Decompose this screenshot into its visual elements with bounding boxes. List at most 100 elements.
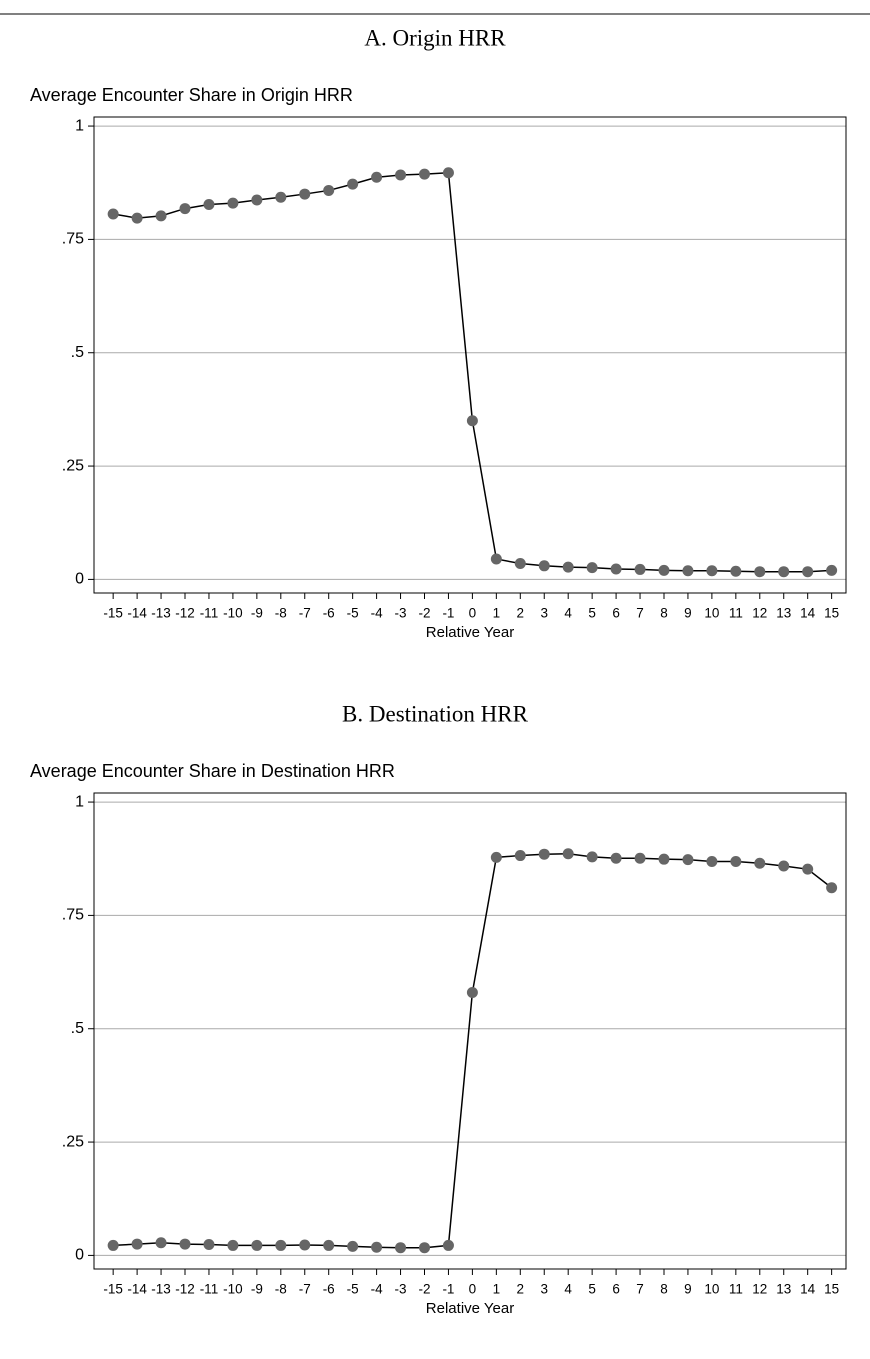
x-tick-label: -3 [395,1282,407,1297]
x-tick-label: 9 [684,1282,692,1297]
x-tick-label: -2 [418,606,430,621]
x-tick-label: -12 [175,1282,195,1297]
data-point [323,1239,335,1251]
data-point [802,566,814,578]
series-line [113,852,833,1249]
data-point [203,198,215,210]
data-point [107,208,119,220]
data-point [562,561,574,573]
x-tick-label: -14 [127,1282,147,1297]
x-tick-label: -4 [371,1282,383,1297]
x-tick-label: -3 [395,606,407,621]
x-tick-label: -7 [299,1282,311,1297]
data-point [347,178,359,190]
data-point [179,1238,191,1250]
chart-title: A. Origin HRR [364,25,506,50]
data-point [754,857,766,869]
y-tick-label: .75 [62,231,84,248]
data-point [466,415,478,427]
data-point [538,848,550,860]
x-tick-label: 6 [612,1282,620,1297]
x-tick-label: 4 [564,606,572,621]
x-tick-label: 1 [493,606,501,621]
data-point [299,1239,311,1251]
data-point [442,1239,454,1251]
data-point [179,203,191,215]
x-tick-label: 5 [588,606,596,621]
y-tick-label: .5 [71,1020,84,1037]
x-tick-label: -11 [200,606,219,621]
data-point [371,171,383,183]
data-point [395,1242,407,1254]
x-tick-label: 3 [540,606,548,621]
data-point [514,850,526,862]
x-tick-label: -1 [442,606,454,621]
data-point [203,1239,215,1251]
x-tick-label: -8 [275,606,287,621]
data-point [754,566,766,578]
data-point [610,563,622,575]
x-tick-label: -4 [371,606,383,621]
x-tick-label: -15 [103,606,123,621]
data-point [490,553,502,565]
y-tick-label: .75 [62,907,84,924]
x-tick-label: 13 [776,1282,791,1297]
x-tick-label: -6 [323,606,335,621]
x-tick-label: 14 [800,1282,816,1297]
x-tick-label: 15 [824,1282,839,1297]
x-tick-label: -7 [299,606,311,621]
data-point [347,1240,359,1252]
data-point [418,1242,430,1254]
data-point [826,882,838,894]
x-tick-label: 7 [636,1282,644,1297]
data-point [227,197,239,209]
data-point [323,184,335,196]
x-tick-label: 12 [752,1282,767,1297]
data-point [490,851,502,863]
data-point [442,167,454,179]
x-tick-label: -2 [418,1282,430,1297]
y-tick-label: 0 [75,571,84,588]
x-tick-label: 8 [660,1282,668,1297]
x-tick-label: 2 [517,606,525,621]
x-tick-label: -12 [175,606,195,621]
x-axis-label: Relative Year [426,1300,514,1317]
data-point [155,210,167,222]
x-tick-label: 6 [612,606,620,621]
x-tick-label: -15 [103,1282,123,1297]
data-point [562,848,574,860]
y-tick-label: .5 [71,344,84,361]
data-point [634,563,646,575]
data-point [227,1239,239,1251]
data-point [395,169,407,181]
data-point [730,855,742,867]
x-tick-label: 14 [800,606,816,621]
data-point [682,854,694,866]
data-point [107,1239,119,1251]
data-point [706,855,718,867]
x-tick-label: 4 [564,1282,572,1297]
data-point [299,188,311,200]
y-tick-label: 1 [75,793,84,810]
data-point [778,566,790,578]
x-tick-label: 10 [704,1282,719,1297]
data-point [658,853,670,865]
x-tick-label: 11 [729,1282,743,1297]
x-tick-label: -8 [275,1282,287,1297]
data-point [466,986,478,998]
data-point [251,194,263,206]
x-tick-label: 8 [660,606,668,621]
y-tick-label: .25 [62,1133,84,1150]
x-tick-label: 2 [517,1282,525,1297]
data-point [538,560,550,572]
data-point [586,851,598,863]
data-point [131,212,143,224]
x-tick-label: -10 [223,1282,243,1297]
data-point [275,1239,287,1251]
x-tick-label: 0 [469,1282,477,1297]
x-tick-label: 13 [776,606,791,621]
data-point [826,564,838,576]
x-tick-label: 0 [469,606,477,621]
y-tick-label: 0 [75,1247,84,1264]
